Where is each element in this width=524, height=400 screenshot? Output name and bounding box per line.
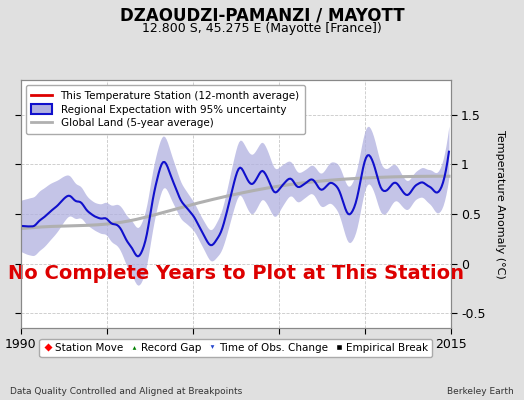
Text: No Complete Years to Plot at This Station: No Complete Years to Plot at This Statio… [8, 264, 464, 283]
Text: Berkeley Earth: Berkeley Earth [447, 387, 514, 396]
Legend: This Temperature Station (12-month average), Regional Expectation with 95% uncer: This Temperature Station (12-month avera… [26, 85, 305, 134]
Text: DZAOUDZI-PAMANZI / MAYOTT: DZAOUDZI-PAMANZI / MAYOTT [119, 6, 405, 24]
Y-axis label: Temperature Anomaly (°C): Temperature Anomaly (°C) [495, 130, 505, 278]
Legend: Station Move, Record Gap, Time of Obs. Change, Empirical Break: Station Move, Record Gap, Time of Obs. C… [39, 339, 432, 357]
Text: 12.800 S, 45.275 E (Mayotte [France]): 12.800 S, 45.275 E (Mayotte [France]) [142, 22, 382, 35]
Text: Data Quality Controlled and Aligned at Breakpoints: Data Quality Controlled and Aligned at B… [10, 387, 243, 396]
